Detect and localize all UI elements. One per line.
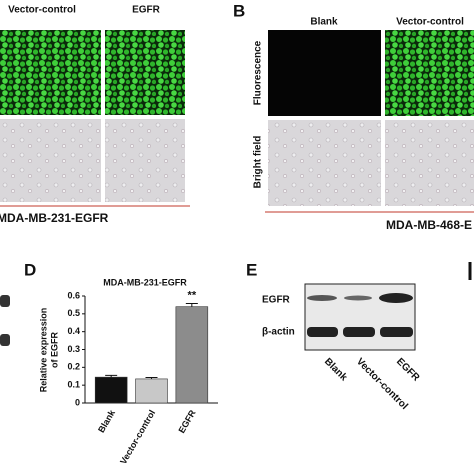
bar-chart: 0 0.1 0.2 0.3 0.4 0.5 0.6 Blank Vector-control **… <box>67 289 218 466</box>
x-tick-label: Blank <box>96 407 117 434</box>
y-axis-label: of EGFR <box>49 332 59 368</box>
y-tick-label: 0.3 <box>67 344 80 354</box>
y-tick-label: 0.1 <box>67 380 80 390</box>
blot-fragment <box>0 334 10 346</box>
lane-label: EGFR <box>394 356 422 384</box>
band <box>344 295 372 301</box>
column-label: Vector-control <box>396 17 464 28</box>
row-label: Bright field <box>253 136 264 189</box>
row-label: EGFR <box>262 295 291 306</box>
bright-field-image <box>0 119 101 202</box>
panel-label: B <box>233 1 245 20</box>
error-bar <box>145 376 158 379</box>
bar <box>175 306 209 404</box>
fluorescence-image <box>268 30 381 116</box>
blot <box>304 283 416 351</box>
y-tick-label: 0.5 <box>67 308 80 318</box>
caption: MDA-MB-468-E <box>386 218 472 232</box>
y-tick-label: 0.4 <box>67 326 80 336</box>
band <box>307 295 337 301</box>
band <box>307 327 338 337</box>
blot-fragment <box>0 295 10 307</box>
y-axis-label: Relative expression <box>38 308 48 393</box>
panel-label: E <box>246 260 257 279</box>
lane-label: Blank <box>322 356 349 383</box>
band <box>343 327 375 337</box>
column-label: Blank <box>310 17 338 28</box>
bar <box>135 378 168 404</box>
caption: MDA-MB-231-EGFR <box>0 211 109 225</box>
bright-field-image <box>105 119 185 202</box>
y-tick-label: 0.6 <box>67 290 80 300</box>
fluorescence-image <box>385 30 474 116</box>
fluorescence-image <box>0 30 101 115</box>
x-tick-label: Vector-control <box>118 408 157 466</box>
x-tick-label: EGFR <box>176 408 197 435</box>
chart-title: MDA-MB-231-EGFR <box>103 277 187 287</box>
significance: ** <box>188 289 197 301</box>
column-label: Vector-control <box>8 5 76 16</box>
row-label: β-actin <box>262 327 295 338</box>
fluorescence-image <box>105 30 185 115</box>
band <box>379 293 413 303</box>
band <box>380 327 413 337</box>
column-label: EGFR <box>132 5 161 16</box>
error-bar <box>185 302 198 307</box>
bright-field-image <box>385 120 474 206</box>
y-tick-label: 0 <box>75 397 80 407</box>
y-tick-label: 0.2 <box>67 362 80 372</box>
bright-field-image <box>268 120 381 206</box>
error-bar <box>105 374 118 378</box>
row-label: Fluorescence <box>253 40 264 105</box>
bar <box>94 376 128 404</box>
panel-label: D <box>24 260 36 279</box>
